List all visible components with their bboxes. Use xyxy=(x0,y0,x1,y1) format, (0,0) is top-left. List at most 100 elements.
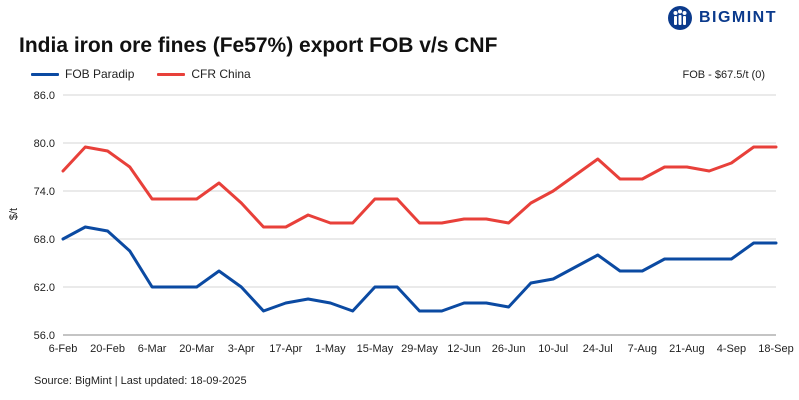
data-point xyxy=(418,221,421,225)
x-tick-label: 29-May xyxy=(401,343,438,355)
data-point xyxy=(106,149,109,153)
data-point xyxy=(618,177,622,181)
x-tick-label: 3-Apr xyxy=(228,343,255,355)
x-tick-labels: 6-Feb 20-Feb 6-Mar 20-Mar 3-Apr 17-Apr 1-May 15… xyxy=(49,343,794,355)
data-point xyxy=(529,201,533,205)
grid-lines xyxy=(63,94,776,336)
data-point xyxy=(596,253,599,257)
data-point xyxy=(373,197,377,201)
data-point xyxy=(173,197,176,201)
legend-swatch-fob xyxy=(31,72,59,76)
data-point xyxy=(774,145,778,149)
data-point xyxy=(485,301,488,305)
x-tick-label: 15-May xyxy=(357,343,394,355)
data-point xyxy=(351,309,354,313)
y-tick-label: 80.0 xyxy=(34,138,55,150)
legend-label-fob: FOB Paradip xyxy=(65,67,135,81)
data-point xyxy=(507,221,510,225)
data-point xyxy=(752,145,755,149)
data-point xyxy=(730,161,733,165)
data-point xyxy=(195,197,198,201)
data-point xyxy=(351,221,354,225)
y-tick-label: 86.0 xyxy=(34,90,55,102)
x-tick-label: 6-Mar xyxy=(138,343,167,355)
x-tick-label: 21-Aug xyxy=(669,343,704,355)
data-point xyxy=(240,201,243,205)
data-point xyxy=(306,213,310,217)
data-point xyxy=(462,301,466,305)
y-tick-label: 62.0 xyxy=(34,282,55,294)
data-point xyxy=(418,309,421,313)
x-tick-label: 26-Jun xyxy=(492,343,526,355)
data-point xyxy=(262,225,265,229)
x-tick-label: 18-Sep xyxy=(758,343,793,355)
data-point xyxy=(329,221,332,225)
data-point xyxy=(663,257,666,261)
data-point xyxy=(641,177,644,181)
data-point xyxy=(485,217,488,221)
legend-item-cfr[interactable]: CFR China xyxy=(157,67,251,81)
data-point xyxy=(685,165,689,169)
data-point xyxy=(529,281,533,285)
data-point xyxy=(84,225,87,229)
data-point xyxy=(618,269,622,273)
x-tick-label: 20-Feb xyxy=(90,343,125,355)
data-point xyxy=(551,277,555,281)
data-point xyxy=(440,221,443,225)
x-tick-label: 24-Jul xyxy=(583,343,613,355)
data-point xyxy=(596,157,599,161)
data-point xyxy=(730,257,733,261)
y-tick-label: 74.0 xyxy=(34,186,55,198)
x-tick-label: 4-Sep xyxy=(717,343,746,355)
x-tick-label: 10-Jul xyxy=(538,343,568,355)
chart-note: FOB - $67.5/t (0) xyxy=(682,69,765,81)
data-point xyxy=(217,269,221,273)
x-tick-label: 17-Apr xyxy=(269,343,302,355)
data-point xyxy=(61,169,65,173)
data-point xyxy=(284,225,288,229)
data-point xyxy=(240,285,243,289)
x-tick-label: 6-Feb xyxy=(49,343,78,355)
data-point xyxy=(84,145,87,149)
data-point xyxy=(574,265,577,269)
data-point xyxy=(396,197,399,201)
y-tick-label: 56.0 xyxy=(34,330,55,342)
data-point xyxy=(150,197,154,201)
x-tick-label: 12-Jun xyxy=(447,343,481,355)
data-point xyxy=(641,269,644,273)
y-tick-label: 68.0 xyxy=(34,234,55,246)
data-point xyxy=(329,301,332,305)
data-point xyxy=(128,165,132,169)
series-lines xyxy=(61,145,778,313)
brand-logo: BIGMINT xyxy=(667,5,777,31)
data-point xyxy=(150,285,154,289)
data-point xyxy=(685,257,689,261)
chart-title: India iron ore fines (Fe57%) export FOB … xyxy=(19,34,498,57)
x-tick-label: 1-May xyxy=(315,343,346,355)
legend-swatch-cfr xyxy=(157,72,186,76)
chart-legend: FOB Paradip CFR China xyxy=(31,67,274,81)
chart-source: Source: BigMint | Last updated: 18-09-20… xyxy=(34,375,247,387)
data-point xyxy=(106,229,109,233)
y-tick-labels: 56.0 62.0 68.0 74.0 80.0 86.0 xyxy=(34,90,55,342)
data-point xyxy=(663,165,666,169)
data-point xyxy=(440,309,443,313)
brand-name: BIGMINT xyxy=(698,9,777,26)
data-point xyxy=(173,285,176,289)
data-point xyxy=(306,297,310,301)
data-point xyxy=(373,285,377,289)
data-point xyxy=(396,285,399,289)
data-point xyxy=(774,241,778,245)
data-point xyxy=(462,217,466,221)
series-line-cfr-china xyxy=(61,145,778,229)
data-point xyxy=(574,173,577,177)
y-axis-label: $/t xyxy=(8,208,20,220)
data-point xyxy=(128,249,132,253)
data-point xyxy=(507,305,510,309)
data-point xyxy=(752,241,755,245)
legend-label-cfr: CFR China xyxy=(191,67,251,81)
x-tick-label: 7-Aug xyxy=(628,343,657,355)
data-point xyxy=(195,285,198,289)
legend-item-fob[interactable]: FOB Paradip xyxy=(31,67,134,81)
bigmint-logo-icon xyxy=(667,6,692,30)
